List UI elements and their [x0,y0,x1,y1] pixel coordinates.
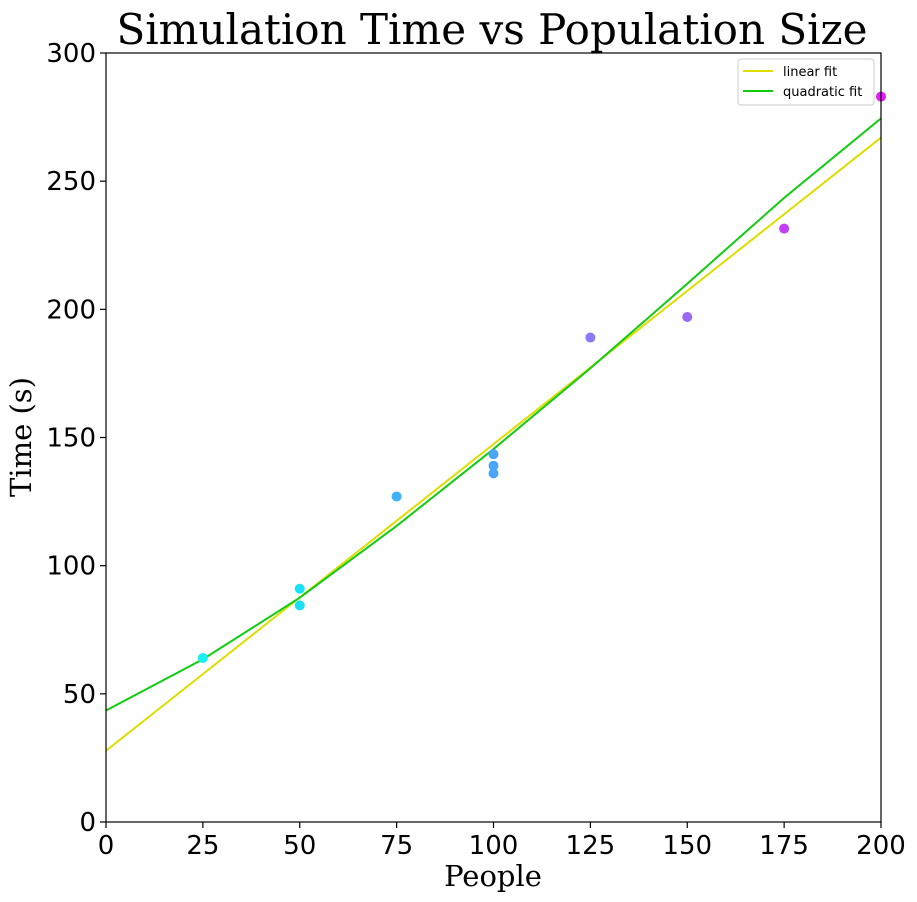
x-tick-label: 25 [186,831,219,861]
y-tick-label: 100 [46,552,96,582]
y-axis-label: Time (s) [4,377,38,497]
data-point [488,460,499,471]
x-tick-label: 75 [380,831,413,861]
legend-label: quadratic fit [783,85,862,100]
quadratic-fit-line [106,117,881,712]
y-tick-label: 0 [79,808,96,838]
y-tick-label: 150 [46,424,96,454]
x-tick-label: 50 [283,831,316,861]
data-point [197,652,208,663]
y-tick-label: 250 [46,167,96,197]
chart-title: Simulation Time vs Population Size [116,5,867,54]
data-point [488,468,499,479]
y-tick-label: 200 [46,295,96,325]
data-point [585,332,596,343]
data-point [391,491,402,502]
legend: linear fit quadratic fit [737,58,875,106]
axes-frame [105,52,882,823]
linear-fit-line [106,136,881,752]
x-tick-label: 175 [759,831,809,861]
x-tick-label: 200 [856,831,906,861]
data-point [779,223,790,234]
data-point [682,312,693,323]
data-point [294,583,305,594]
x-tick-label: 125 [566,831,616,861]
y-tick-label: 50 [63,680,96,710]
legend-label: linear fit [783,65,837,80]
x-axis-label: People [444,859,542,893]
x-tick-label: 100 [469,831,519,861]
y-tick-label: 300 [46,39,96,69]
x-tick-label: 0 [98,831,115,861]
x-tick-label: 150 [662,831,712,861]
data-point [488,449,499,460]
plot-area: 0 25 50 75 100 125 150 175 200 0 50 100 150 200 250 300… [46,39,905,861]
data-point [294,600,305,611]
